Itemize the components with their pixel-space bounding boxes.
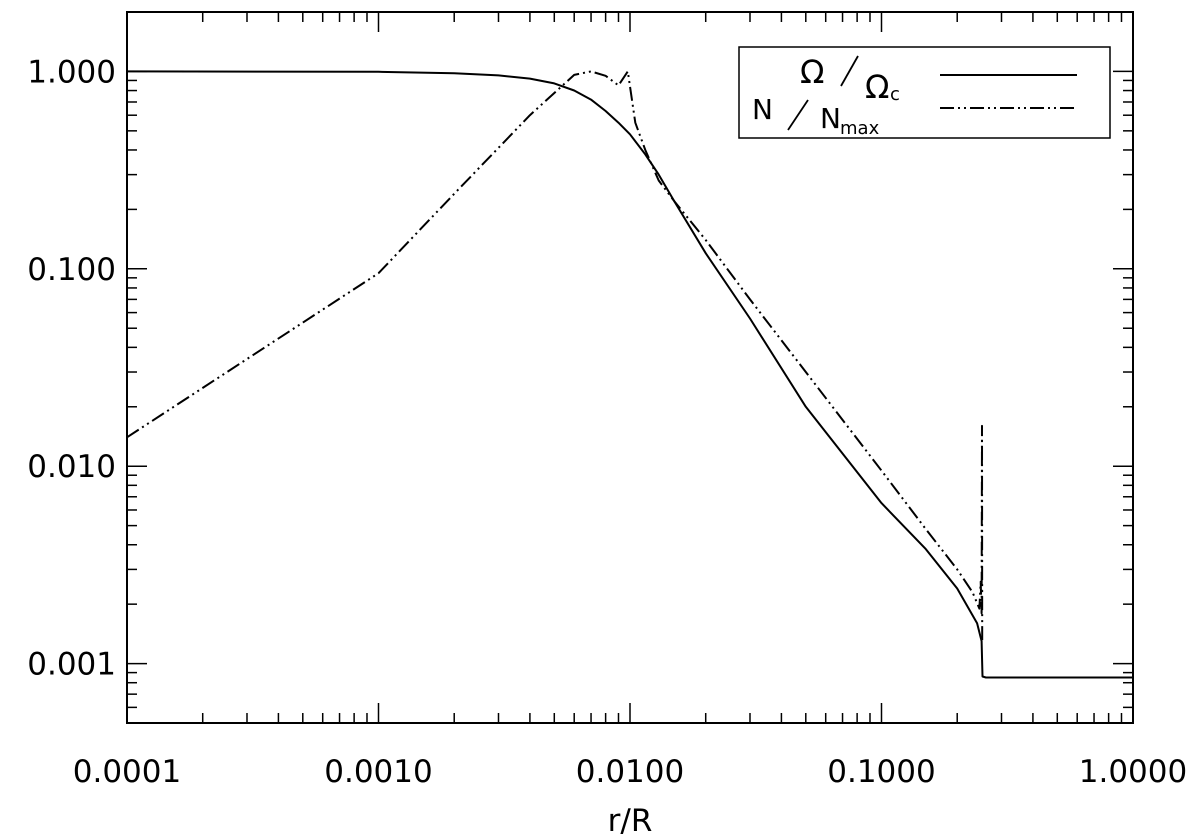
y-tick-label: 0.100 (27, 252, 116, 288)
series-lines (126, 70, 1133, 679)
x-tick-label: 0.0001 (73, 754, 181, 790)
legend-omega-subscript: c (890, 84, 900, 105)
y-tick-label: 0.010 (27, 449, 116, 485)
series-line-0 (126, 70, 1133, 679)
legend-omega-denominator: Ω (865, 68, 889, 106)
legend-fraction-slash (840, 55, 859, 87)
series-line-1 (126, 70, 984, 642)
y-tick-label: 0.001 (27, 647, 116, 683)
x-tick-label: 1.0000 (1079, 754, 1187, 790)
axis-ticks (126, 11, 1134, 724)
y-tick-label: 1.000 (27, 54, 116, 90)
legend-n-subscript: max (840, 118, 880, 139)
x-tick-label: 0.0100 (576, 754, 684, 790)
legend-n-denominator: N (820, 102, 841, 135)
legend-fraction-slash (787, 99, 809, 131)
y-tick-labels: 1.000 0.100 0.010 0.001 (27, 54, 116, 682)
legend-box (738, 46, 1111, 139)
x-tick-label: 0.1000 (827, 754, 935, 790)
x-axis-title: r/R (608, 803, 653, 839)
x-tick-label: 0.0010 (324, 754, 432, 790)
legend-n-numerator: N (752, 93, 773, 126)
x-tick-labels: 0.0001 0.0010 0.0100 0.1000 1.0000 (73, 754, 1187, 790)
legend: Ω Ω c N N max (738, 46, 1111, 139)
legend-omega-numerator: Ω (800, 53, 824, 91)
